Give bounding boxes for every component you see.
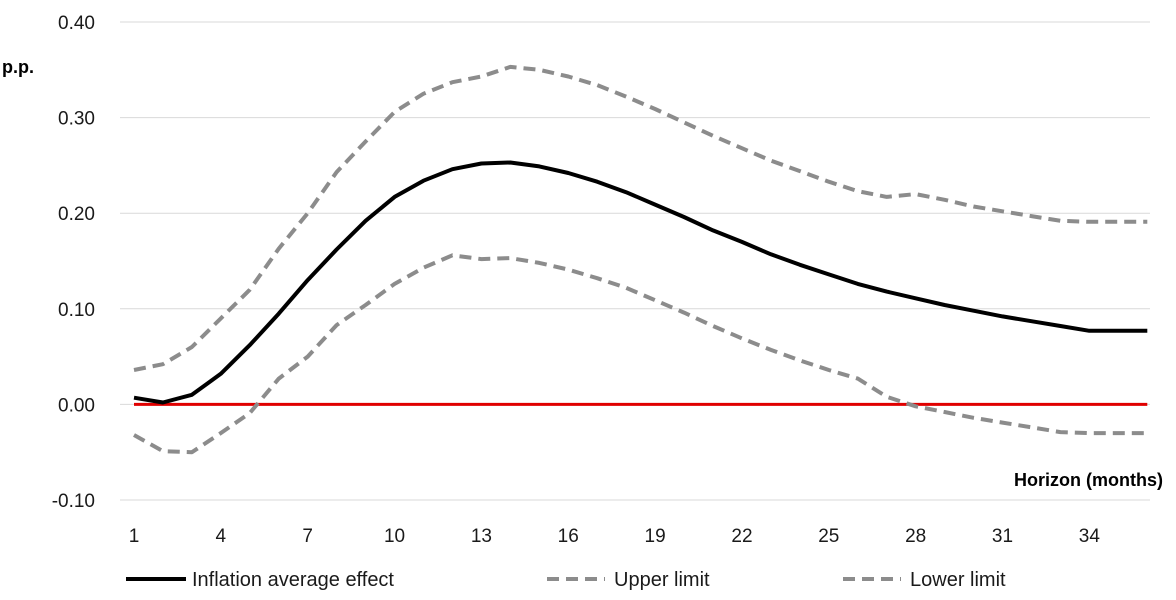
series-line-lower [133,253,1148,455]
series-group [133,64,1148,455]
x-tick-label: 25 [818,526,839,547]
legend-item-lower: Lower limit [843,569,1006,591]
x-tick-label: 7 [302,526,313,547]
x-tick-label: 10 [384,526,405,547]
legend-item-upper: Upper limit [547,569,710,591]
y-tick-label: 0.00 [58,395,95,416]
series-line-upper [133,64,1148,372]
gridlines [120,21,1150,501]
x-tick-label: 19 [645,526,666,547]
legend-label-upper: Upper limit [614,569,710,591]
y-tick-label: -0.10 [52,491,95,512]
legend-item-average: Inflation average effect [126,569,394,591]
y-tick-label: 0.40 [58,13,95,34]
legend: Inflation average effect Upper limit Low… [126,569,1006,591]
y-tick-label: 0.30 [58,109,95,130]
x-tick-label: 22 [731,526,752,547]
x-tick-label: 16 [558,526,579,547]
x-tick-label: 34 [1079,526,1101,547]
x-tick-label: 1 [129,526,140,547]
y-tick-label: 0.10 [58,300,95,321]
x-axis-ticks: 1 4 7 10 13 16 19 22 25 28 31 34 [129,526,1101,547]
x-tick-label: 31 [992,526,1013,547]
x-tick-label: 28 [905,526,926,547]
y-axis-label: p.p. [2,57,34,77]
y-tick-label: 0.20 [58,204,95,225]
legend-label-lower: Lower limit [910,569,1006,591]
y-axis-ticks: -0.10 0.00 0.10 0.20 0.30 0.40 [52,13,95,512]
legend-label-average: Inflation average effect [192,569,394,591]
series-line-average [133,160,1148,405]
x-tick-label: 13 [471,526,492,547]
x-tick-label: 4 [216,526,227,547]
x-axis-label: Horizon (months) [1014,470,1163,490]
